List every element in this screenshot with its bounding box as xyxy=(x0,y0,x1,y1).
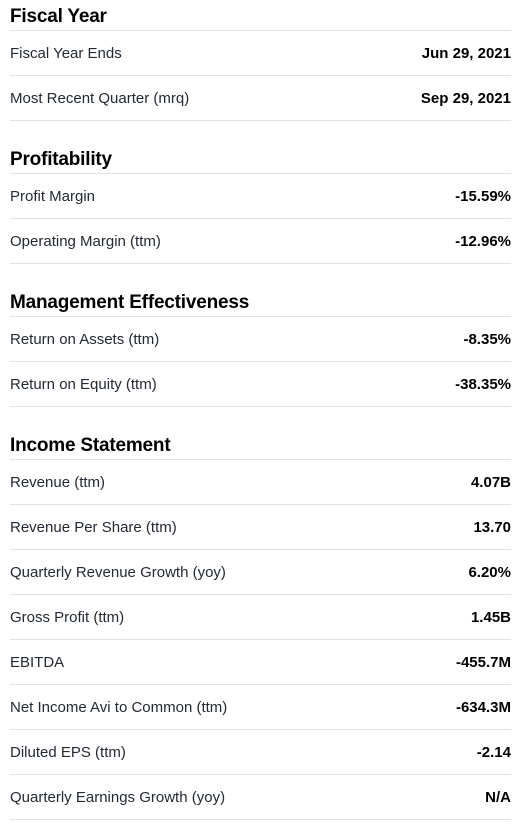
table-row: Net Income Avi to Common (ttm) -634.3M xyxy=(10,685,511,730)
table-row: Quarterly Earnings Growth (yoy) N/A xyxy=(10,775,511,820)
row-value: 6.20% xyxy=(468,563,511,581)
section-income-statement: Income Statement Revenue (ttm) 4.07B Rev… xyxy=(10,429,511,820)
row-value: Jun 29, 2021 xyxy=(421,44,511,62)
table-row: Revenue Per Share (ttm) 13.70 xyxy=(10,505,511,550)
section-profitability: Profitability Profit Margin -15.59% Oper… xyxy=(10,143,511,264)
row-label: Revenue Per Share (ttm) xyxy=(10,518,177,536)
row-label: Gross Profit (ttm) xyxy=(10,608,125,626)
row-label: Fiscal Year Ends xyxy=(10,44,122,62)
table-row: Revenue (ttm) 4.07B xyxy=(10,460,511,505)
row-value: N/A xyxy=(485,788,511,806)
row-value: -15.59% xyxy=(455,187,511,205)
row-label: Return on Assets (ttm) xyxy=(10,330,160,348)
row-value: 4.07B xyxy=(470,473,511,491)
table-row: Return on Equity (ttm) -38.35% xyxy=(10,362,511,407)
row-label: Revenue (ttm) xyxy=(10,473,106,491)
section-title: Management Effectiveness xyxy=(10,286,511,317)
row-label: EBITDA xyxy=(10,653,65,671)
row-label: Return on Equity (ttm) xyxy=(10,375,157,393)
table-row: Quarterly Revenue Growth (yoy) 6.20% xyxy=(10,550,511,595)
section-title: Fiscal Year xyxy=(10,0,511,31)
section-management-effectiveness: Management Effectiveness Return on Asset… xyxy=(10,286,511,407)
row-value: -455.7M xyxy=(455,653,511,671)
row-value: 13.70 xyxy=(473,518,511,536)
row-value: 1.45B xyxy=(470,608,511,626)
row-label: Net Income Avi to Common (ttm) xyxy=(10,698,228,716)
row-value: -38.35% xyxy=(455,375,511,393)
financial-stats: Fiscal Year Fiscal Year Ends Jun 29, 202… xyxy=(10,0,511,826)
section-fiscal-year: Fiscal Year Fiscal Year Ends Jun 29, 202… xyxy=(10,0,511,121)
table-row: Most Recent Quarter (mrq) Sep 29, 2021 xyxy=(10,76,511,121)
table-row: Gross Profit (ttm) 1.45B xyxy=(10,595,511,640)
row-label: Operating Margin (ttm) xyxy=(10,232,161,250)
row-value: -634.3M xyxy=(455,698,511,716)
row-label: Quarterly Revenue Growth (yoy) xyxy=(10,563,226,581)
table-row: Operating Margin (ttm) -12.96% xyxy=(10,219,511,264)
table-row: Return on Assets (ttm) -8.35% xyxy=(10,317,511,362)
row-label: Diluted EPS (ttm) xyxy=(10,743,126,761)
row-value: Sep 29, 2021 xyxy=(420,89,511,107)
row-value: -2.14 xyxy=(476,743,511,761)
table-row: Profit Margin -15.59% xyxy=(10,174,511,219)
row-label: Most Recent Quarter (mrq) xyxy=(10,89,190,107)
row-label: Quarterly Earnings Growth (yoy) xyxy=(10,788,226,806)
row-label: Profit Margin xyxy=(10,187,96,205)
row-value: -12.96% xyxy=(455,232,511,250)
section-title: Profitability xyxy=(10,143,511,174)
table-row: EBITDA -455.7M xyxy=(10,640,511,685)
row-value: -8.35% xyxy=(463,330,511,348)
table-row: Diluted EPS (ttm) -2.14 xyxy=(10,730,511,775)
section-title: Income Statement xyxy=(10,429,511,460)
table-row: Fiscal Year Ends Jun 29, 2021 xyxy=(10,31,511,76)
